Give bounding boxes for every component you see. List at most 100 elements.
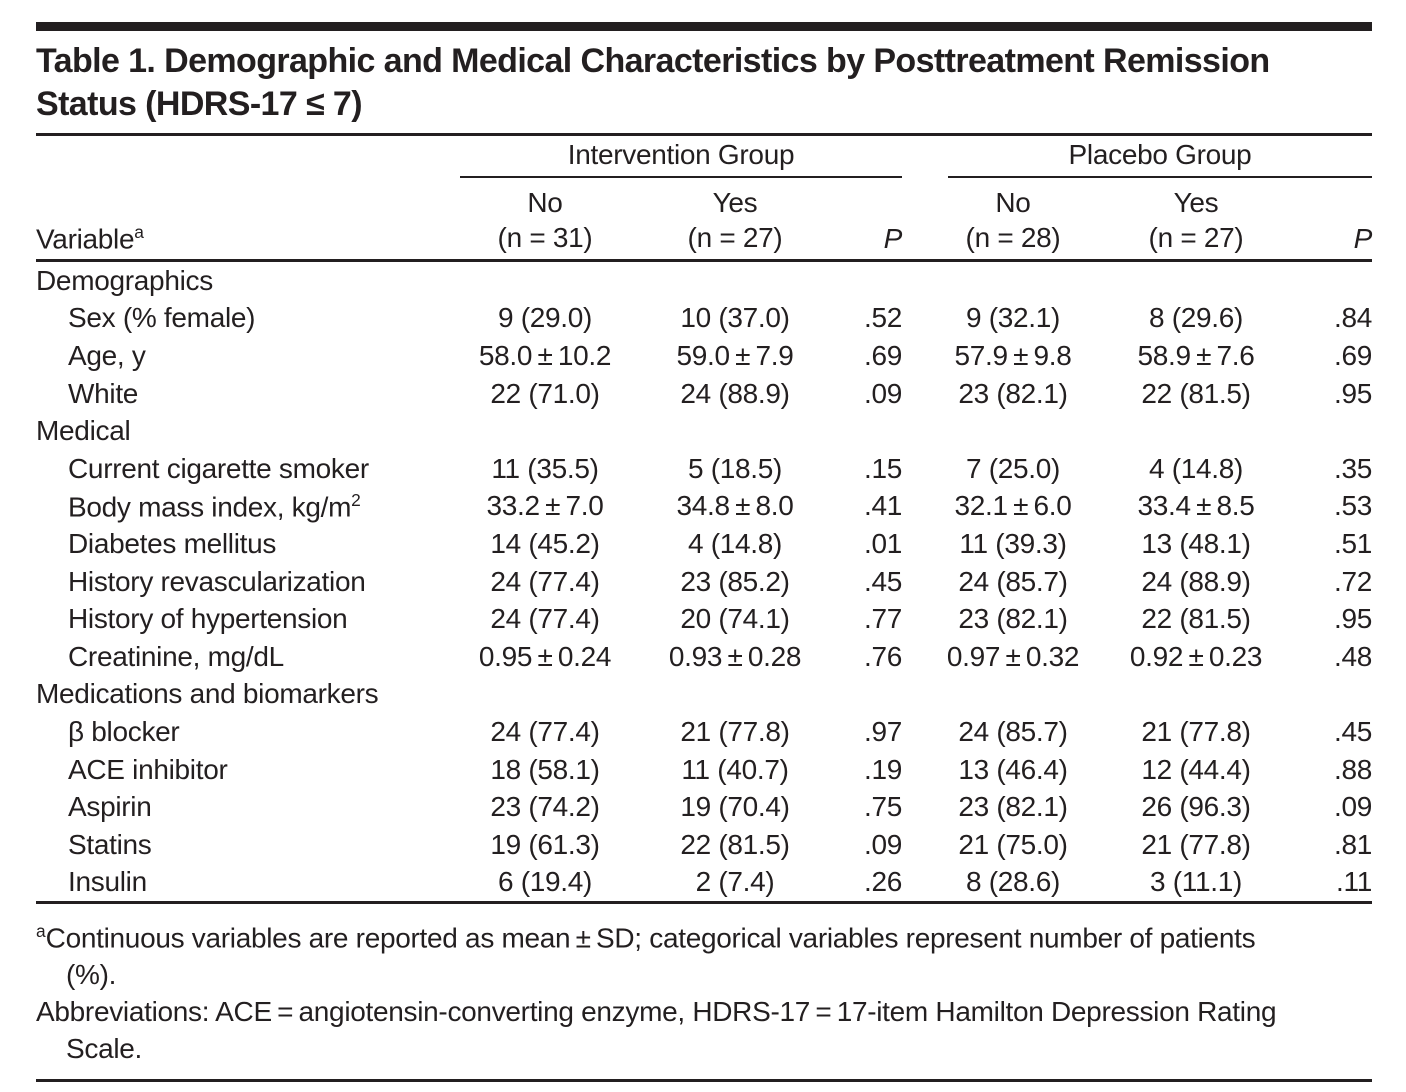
p-value-cell: .95 xyxy=(1333,603,1372,635)
value-cell: 19 (61.3) xyxy=(490,828,600,860)
value-cell: 21 (77.8) xyxy=(680,715,790,747)
value-cell: 22 (81.5) xyxy=(1141,377,1251,409)
value-cell: 8 (29.6) xyxy=(1148,302,1244,334)
value-cell: 34.8 ± 8.0 xyxy=(676,490,794,522)
section-row-label: Medical xyxy=(36,415,131,447)
value-cell: 20 (74.1) xyxy=(680,603,790,635)
value-cell: 22 (81.5) xyxy=(680,828,790,860)
variable-header-superscript: a xyxy=(134,221,144,242)
column-n-label: (n = 31) xyxy=(497,222,593,253)
column-header-p-intervention: P xyxy=(840,223,903,259)
value-cell: 7 (25.0) xyxy=(965,452,1061,484)
p-value-cell: .01 xyxy=(863,527,902,559)
p-value-cell: .72 xyxy=(1333,565,1372,597)
value-cell: 21 (77.8) xyxy=(1141,828,1251,860)
row-label-text: Insulin xyxy=(68,866,147,898)
column-n-label: (n = 28) xyxy=(965,222,1061,253)
p-value-cell: .11 xyxy=(1336,866,1372,898)
footnote-line: aContinuous variables are reported as me… xyxy=(36,913,1372,956)
row-label: Aspirin xyxy=(36,791,460,823)
row-label: Body mass index, kg/m2 xyxy=(36,490,460,523)
p-value-cell: .81 xyxy=(1333,828,1372,860)
row-label-text: Statins xyxy=(68,828,152,860)
value-cell: 0.93 ± 0.28 xyxy=(668,640,802,672)
row-label-text: Creatinine, mg/dL xyxy=(68,640,284,672)
value-cell: 13 (48.1) xyxy=(1141,527,1251,559)
table-body: Demographics Sex (% female) 9 (29.0) 10 (37… xyxy=(36,262,1372,901)
footnote-text: Scale. xyxy=(66,1033,143,1065)
row-label: History of hypertension xyxy=(36,603,460,635)
table-title-line-2: Status (HDRS-17 ≤ 7) xyxy=(36,85,363,123)
value-cell: 11 (35.5) xyxy=(491,452,599,484)
column-header-intervention-yes: Yes (n = 27) xyxy=(630,178,840,259)
column-group-placebo: Placebo Group xyxy=(948,136,1372,178)
p-value-cell: .09 xyxy=(1333,791,1372,823)
footnote-text: Continuous variables are reported as mea… xyxy=(45,922,1256,954)
top-rule xyxy=(36,22,1372,31)
value-cell: 59.0 ± 7.9 xyxy=(676,339,794,371)
value-cell: 9 (32.1) xyxy=(965,302,1061,334)
column-header-placebo-yes: Yes (n = 27) xyxy=(1124,178,1268,259)
value-cell: 24 (88.9) xyxy=(680,377,790,409)
row-label: Insulin xyxy=(36,866,460,898)
value-cell: 14 (45.2) xyxy=(490,527,600,559)
footnote-text: Abbreviations: ACE = angiotensin-convert… xyxy=(36,996,1277,1028)
row-label-text: β blocker xyxy=(68,715,180,747)
value-cell: 23 (85.2) xyxy=(680,565,790,597)
row-label-text: ACE inhibitor xyxy=(68,753,228,785)
footnote-superscript: a xyxy=(36,921,46,942)
table-title: Table 1. Demographic and Medical Charact… xyxy=(36,40,1372,126)
p-value-cell: .15 xyxy=(863,452,902,484)
column-n-label: (n = 27) xyxy=(1148,222,1244,253)
p-value-cell: .26 xyxy=(863,866,902,898)
row-label: Statins xyxy=(36,829,460,861)
p-value-cell: .76 xyxy=(863,640,902,672)
row-label-text: Diabetes mellitus xyxy=(68,527,277,559)
p-value-cell: .75 xyxy=(863,791,902,823)
p-header-label: P xyxy=(883,223,903,254)
row-label: ACE inhibitor xyxy=(36,754,460,786)
column-status-label: Yes xyxy=(1173,187,1219,218)
p-header-label: P xyxy=(1353,223,1373,254)
header-rule xyxy=(36,259,1372,262)
p-value-cell: .45 xyxy=(1333,715,1372,747)
row-label-superscript: 2 xyxy=(351,489,361,510)
footnote: aContinuous variables are reported as me… xyxy=(36,913,1372,993)
value-cell: 19 (70.4) xyxy=(680,791,790,823)
row-label-text: Body mass index, kg/m xyxy=(68,491,352,523)
p-value-cell: .84 xyxy=(1333,302,1372,334)
p-value-cell: .45 xyxy=(863,565,902,597)
value-cell: 21 (75.0) xyxy=(958,828,1068,860)
row-label: Sex (% female) xyxy=(36,302,460,334)
value-cell: 5 (18.5) xyxy=(687,452,783,484)
value-cell: 0.97 ± 0.32 xyxy=(946,640,1080,672)
p-value-cell: .35 xyxy=(1333,452,1372,484)
value-cell: 0.92 ± 0.23 xyxy=(1129,640,1263,672)
value-cell: 57.9 ± 9.8 xyxy=(954,339,1072,371)
value-cell: 3 (11.1) xyxy=(1149,866,1243,898)
row-label-text: Current cigarette smoker xyxy=(68,452,369,484)
footnote-line: Abbreviations: ACE = angiotensin-convert… xyxy=(36,993,1372,1030)
value-cell: 11 (39.3) xyxy=(959,527,1067,559)
section-row-label: Medications and biomarkers xyxy=(36,678,379,710)
row-label-text: History revascularization xyxy=(68,565,366,597)
column-status-label: Yes xyxy=(712,187,758,218)
value-cell: 23 (82.1) xyxy=(958,791,1068,823)
title-rule xyxy=(36,133,1372,136)
table-header: Intervention Group Placebo Group Variabl… xyxy=(36,136,1372,259)
value-cell: 58.9 ± 7.6 xyxy=(1137,339,1255,371)
row-label-text: Aspirin xyxy=(68,791,152,823)
value-cell: 58.0 ± 10.2 xyxy=(478,339,612,371)
p-value-cell: .88 xyxy=(1333,753,1372,785)
footnote: Abbreviations: ACE = angiotensin-convert… xyxy=(36,993,1372,1067)
value-cell: 22 (81.5) xyxy=(1141,603,1251,635)
value-cell: 23 (74.2) xyxy=(490,791,600,823)
p-value-cell: .95 xyxy=(1333,377,1372,409)
value-cell: 33.2 ± 7.0 xyxy=(486,490,604,522)
value-cell: 24 (77.4) xyxy=(490,603,600,635)
row-label-text: White xyxy=(68,377,139,409)
p-value-cell: .77 xyxy=(863,603,902,635)
value-cell: 23 (82.1) xyxy=(958,377,1068,409)
table-content: Table 1. Demographic and Medical Charact… xyxy=(36,22,1372,1083)
